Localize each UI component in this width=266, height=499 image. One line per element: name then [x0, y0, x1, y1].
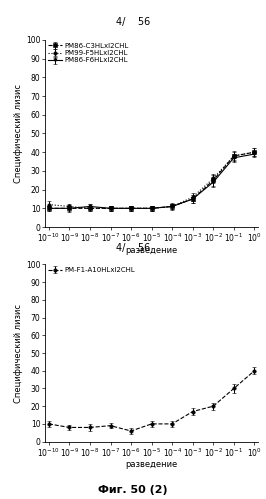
Y-axis label: Специфический лизис: Специфический лизис: [14, 84, 23, 183]
Text: 4/    56: 4/ 56: [116, 243, 150, 253]
Text: Фиг. 50 (2): Фиг. 50 (2): [98, 485, 168, 495]
Y-axis label: Специфический лизис: Специфический лизис: [14, 303, 23, 403]
Text: 4/    56: 4/ 56: [116, 17, 150, 27]
Legend: PM-F1-A10HLxI2CHL: PM-F1-A10HLxI2CHL: [47, 266, 136, 274]
X-axis label: разведение: разведение: [126, 460, 178, 469]
Legend: PM86-C3HLxI2CHL, PM99-F5HLxI2CHL, PM86-F6HLxI2CHL: PM86-C3HLxI2CHL, PM99-F5HLxI2CHL, PM86-F…: [47, 41, 130, 65]
X-axis label: разведение: разведение: [126, 246, 178, 254]
